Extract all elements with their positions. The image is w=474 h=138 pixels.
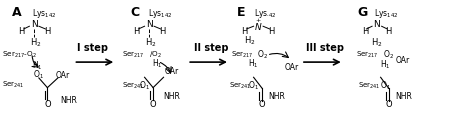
Text: Ser$_{241}$: Ser$_{241}$ [122, 81, 145, 91]
Text: O$_2$: O$_2$ [257, 48, 268, 61]
Text: Lys$_{142}$: Lys$_{142}$ [32, 7, 57, 20]
Text: H: H [362, 27, 368, 36]
Text: Ser$_{217}$: Ser$_{217}$ [122, 49, 145, 60]
Text: N: N [146, 20, 153, 29]
Text: $\overset{+}{N}$: $\overset{+}{N}$ [254, 16, 263, 33]
Text: H: H [385, 27, 392, 36]
Text: Lys$_{\cdot 42}$: Lys$_{\cdot 42}$ [254, 7, 276, 20]
Text: O$_1$: O$_1$ [248, 80, 259, 92]
Text: H: H [268, 27, 275, 36]
Text: H$_1$: H$_1$ [380, 59, 391, 71]
Text: OAr: OAr [56, 71, 70, 80]
Text: H: H [159, 27, 166, 36]
Text: E: E [237, 6, 246, 18]
Text: N: N [31, 20, 37, 29]
Text: OAr: OAr [164, 67, 179, 76]
Text: Ser$_{217}$: Ser$_{217}$ [231, 49, 254, 60]
Text: OAr: OAr [396, 56, 410, 65]
Text: Ser$_{241}$: Ser$_{241}$ [2, 80, 25, 90]
Text: A: A [12, 6, 21, 18]
Text: O$_2$: O$_2$ [383, 48, 393, 61]
Text: H$_1$: H$_1$ [248, 58, 259, 70]
Text: H$_2$: H$_2$ [30, 37, 42, 49]
Text: O$_1$: O$_1$ [139, 80, 150, 92]
Text: H: H [18, 27, 25, 36]
Text: H$_1$: H$_1$ [153, 58, 163, 70]
Text: /O$_2$: /O$_2$ [149, 49, 162, 60]
Text: I step: I step [77, 43, 108, 53]
Text: OAr: OAr [284, 63, 299, 72]
Text: NHR: NHR [268, 92, 285, 101]
Text: H$_2$: H$_2$ [371, 37, 383, 49]
Text: O: O [44, 100, 51, 109]
Text: H$_1$: H$_1$ [32, 59, 42, 72]
Text: C: C [130, 6, 139, 18]
Text: NHR: NHR [164, 92, 181, 101]
Text: H: H [133, 27, 139, 36]
Text: N: N [374, 20, 380, 29]
Text: Ser$_{217}$-O$_2$: Ser$_{217}$-O$_2$ [2, 49, 37, 60]
Text: Ser$_{241}$: Ser$_{241}$ [229, 81, 252, 91]
Text: Ser$_{217}$: Ser$_{217}$ [356, 49, 378, 60]
Text: H: H [241, 27, 247, 36]
Text: O$_1$: O$_1$ [380, 80, 391, 92]
Text: O$_1$: O$_1$ [33, 69, 45, 81]
Text: Lys$_{142}$: Lys$_{142}$ [148, 7, 173, 20]
Text: H$_2$: H$_2$ [244, 34, 255, 47]
Text: O: O [259, 100, 265, 109]
Text: H$_2$: H$_2$ [146, 37, 157, 49]
Text: NHR: NHR [395, 92, 412, 101]
Text: Ser$_{241}$: Ser$_{241}$ [358, 81, 381, 91]
Text: NHR: NHR [61, 95, 78, 105]
Text: H: H [44, 27, 51, 36]
Text: II step: II step [194, 43, 228, 53]
Text: III step: III step [306, 43, 344, 53]
Text: Lys$_{142}$: Lys$_{142}$ [374, 7, 399, 20]
Text: O: O [150, 100, 156, 109]
Text: G: G [358, 6, 368, 18]
Text: O: O [385, 100, 392, 109]
